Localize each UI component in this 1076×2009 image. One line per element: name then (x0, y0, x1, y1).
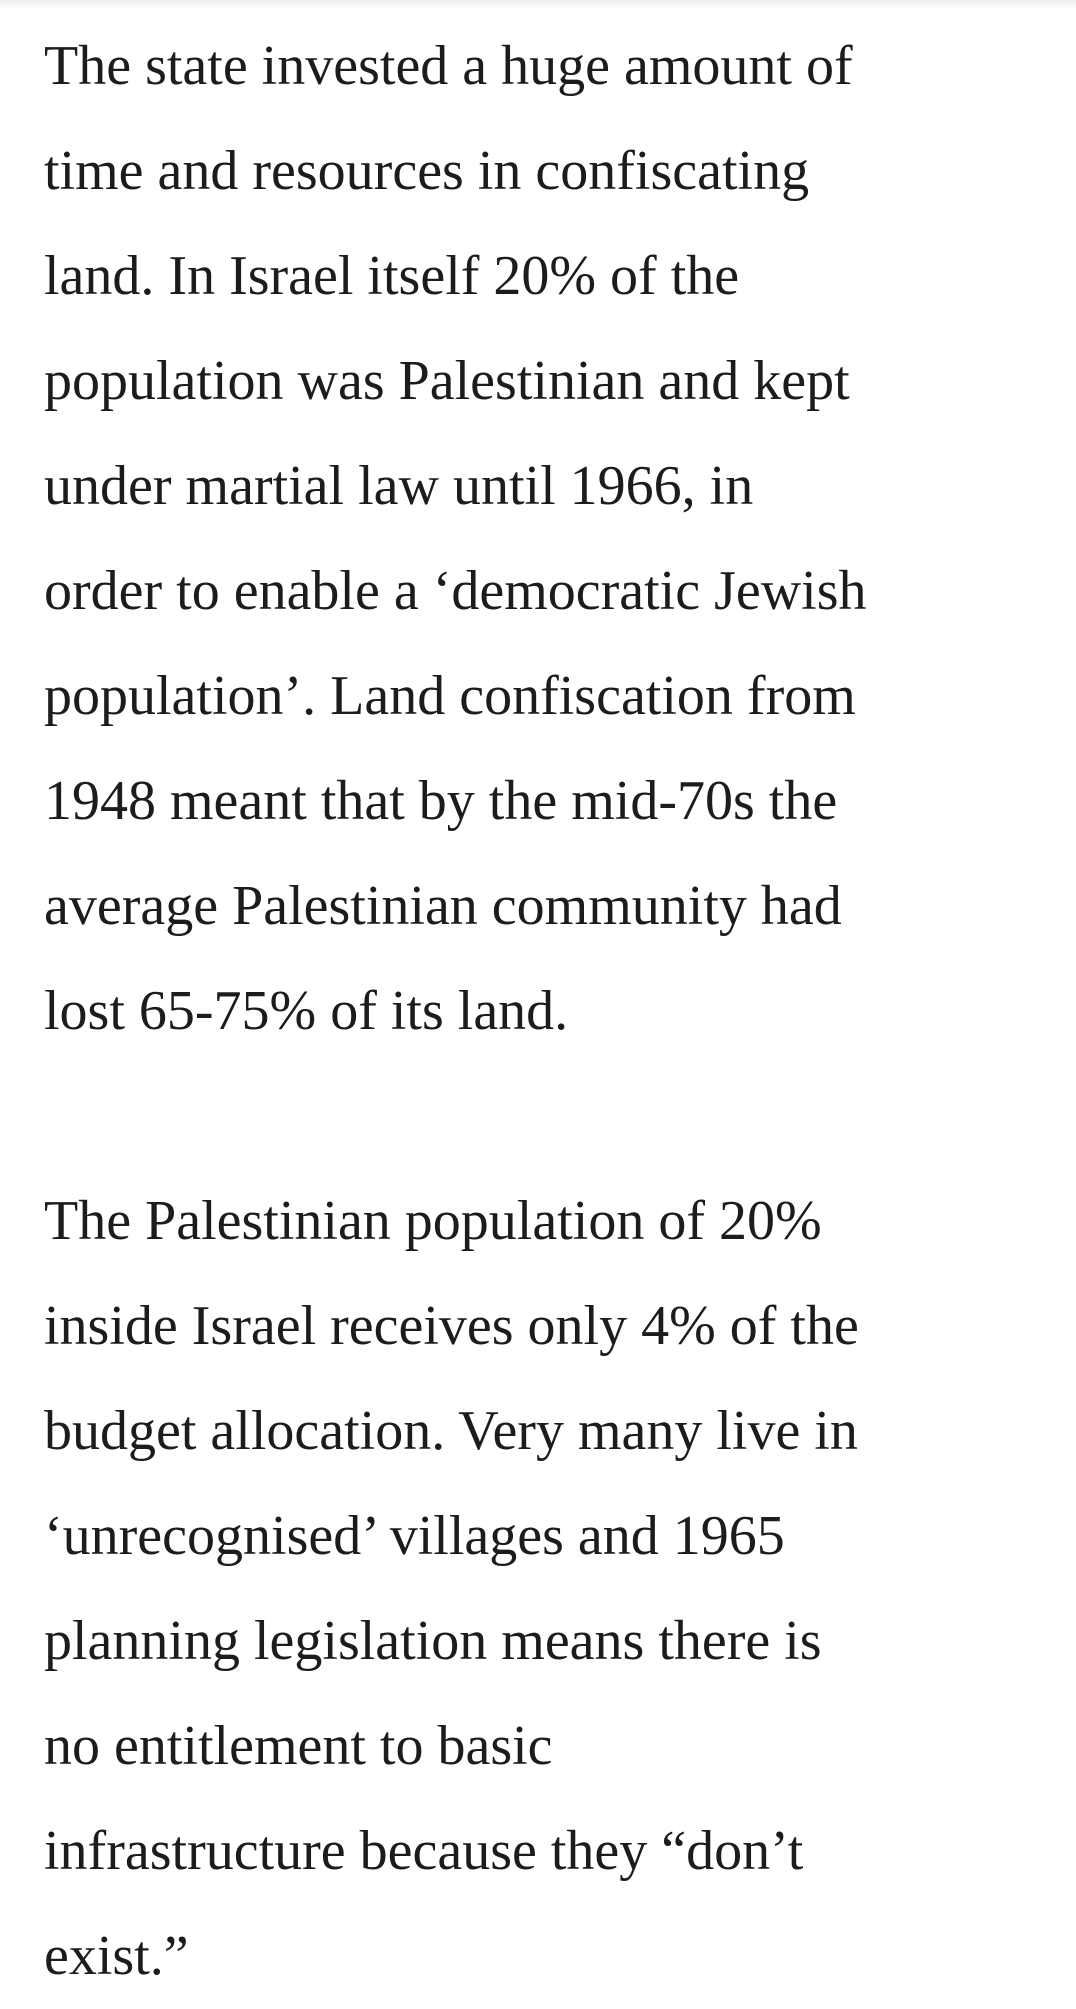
text-line: 1948 meant that by the mid-70s the (44, 770, 838, 832)
text-line: population’. Land confiscation from (44, 665, 856, 727)
paragraph-budget-allocation: The Palestinian population of 20% inside… (44, 1169, 1044, 2009)
paragraph-land-confiscation: The state invested a huge amount of time… (44, 14, 1044, 1064)
text-line: under martial law until 1966, in (44, 455, 754, 517)
text-line: The state invested a huge amount of (44, 35, 853, 97)
text-line: ‘unrecognised’ villages and 1965 (44, 1505, 785, 1567)
text-line: infrastructure because they “don’t (44, 1820, 804, 1882)
text-line: no entitlement to basic (44, 1715, 553, 1777)
text-line: order to enable a ‘democratic Jewish (44, 560, 867, 622)
top-shadow (0, 0, 1076, 10)
article-body: The state invested a huge amount of time… (44, 14, 1044, 2009)
text-line: planning legislation means there is (44, 1610, 822, 1672)
text-line: The Palestinian population of 20% (44, 1190, 822, 1252)
text-line: budget allocation. Very many live in (44, 1400, 858, 1462)
text-line: lost 65-75% of its land. (44, 980, 569, 1042)
text-line: land. In Israel itself 20% of the (44, 245, 740, 307)
text-line: exist.” (44, 1925, 189, 1987)
text-line: average Palestinian community had (44, 875, 842, 937)
text-line: inside Israel receives only 4% of the (44, 1295, 859, 1357)
text-line: time and resources in confiscating (44, 140, 810, 202)
text-line: population was Palestinian and kept (44, 350, 850, 412)
